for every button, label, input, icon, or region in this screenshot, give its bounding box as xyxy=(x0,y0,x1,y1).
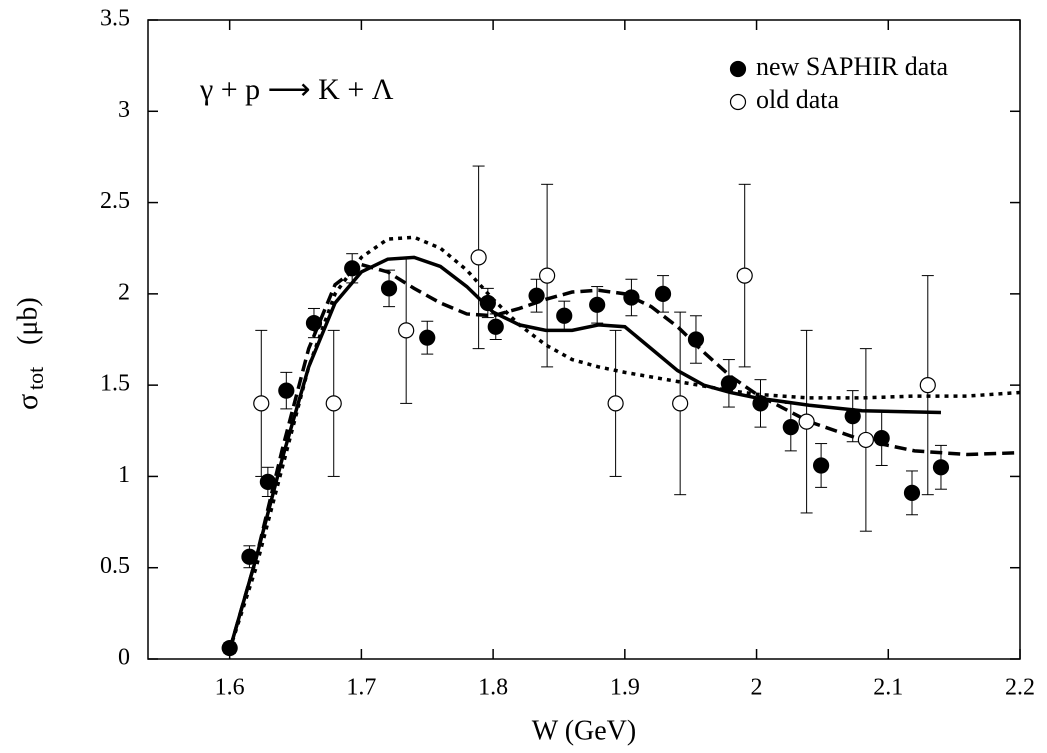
data-point xyxy=(844,408,861,425)
legend-marker xyxy=(729,93,747,111)
x-tick-label: 1.9 xyxy=(610,675,640,701)
y-tick-label: 0.5 xyxy=(100,553,130,579)
data-point xyxy=(919,377,936,394)
data-point xyxy=(812,457,830,474)
y-axis-label: σ xyxy=(11,394,44,410)
data-point xyxy=(253,395,270,412)
data-point xyxy=(241,548,258,565)
data-point xyxy=(589,296,606,313)
data-point xyxy=(736,267,753,284)
data-point xyxy=(687,331,705,348)
data-point xyxy=(398,322,415,339)
y-tick-label: 2.5 xyxy=(100,188,130,214)
data-point xyxy=(623,289,640,306)
y-tick-label: 2 xyxy=(118,279,130,305)
data-point xyxy=(556,307,573,324)
data-point xyxy=(380,280,398,297)
y-tick-label: 3.5 xyxy=(100,6,130,32)
data-point xyxy=(720,375,737,392)
data-point xyxy=(607,395,624,412)
legend-label: new SAPHIR data xyxy=(756,52,949,81)
model-curve xyxy=(227,262,1020,651)
x-tick-label: 1.6 xyxy=(215,675,245,701)
legend-marker xyxy=(729,60,747,78)
data-point xyxy=(672,395,689,412)
data-point xyxy=(278,382,295,399)
data-point xyxy=(782,419,799,436)
data-point xyxy=(903,484,921,501)
reaction-annotation: γ + p ⟶ K + Λ xyxy=(199,73,394,106)
data-point xyxy=(325,395,342,412)
y-tick-label: 0 xyxy=(118,645,130,671)
data-point xyxy=(305,314,323,332)
y-axis-label-sub: tot xyxy=(23,367,48,390)
y-tick-label: 1.5 xyxy=(100,371,130,397)
data-point xyxy=(528,287,545,304)
x-tick-label: 2 xyxy=(751,675,763,701)
data-point xyxy=(344,260,361,277)
model-curve xyxy=(228,235,1020,651)
data-point xyxy=(873,429,890,447)
x-tick-label: 2.2 xyxy=(1005,675,1035,701)
data-point xyxy=(487,318,504,335)
model-curve xyxy=(227,255,942,651)
data-point xyxy=(259,473,276,491)
y-tick-label: 3 xyxy=(118,97,130,123)
y-axis-label-group: σ tot (μb) xyxy=(11,297,48,410)
data-point xyxy=(479,294,496,312)
legend-label: old data xyxy=(756,85,839,114)
data-point xyxy=(798,413,815,430)
data-point xyxy=(419,329,436,346)
y-tick-label: 1 xyxy=(118,462,130,488)
x-tick-label: 1.7 xyxy=(346,675,376,701)
data-point xyxy=(470,249,487,266)
plot-frame xyxy=(147,19,1021,660)
y-axis-label-unit: (μb) xyxy=(12,297,43,345)
data-point xyxy=(932,459,950,476)
data-point xyxy=(221,639,238,657)
x-axis-label: W (GeV) xyxy=(532,715,636,746)
data-point xyxy=(752,395,769,412)
data-point xyxy=(857,431,874,449)
data-point xyxy=(539,267,556,284)
data-point xyxy=(654,285,672,302)
x-tick-label: 1.8 xyxy=(478,675,508,701)
x-tick-label: 2.1 xyxy=(873,675,903,701)
